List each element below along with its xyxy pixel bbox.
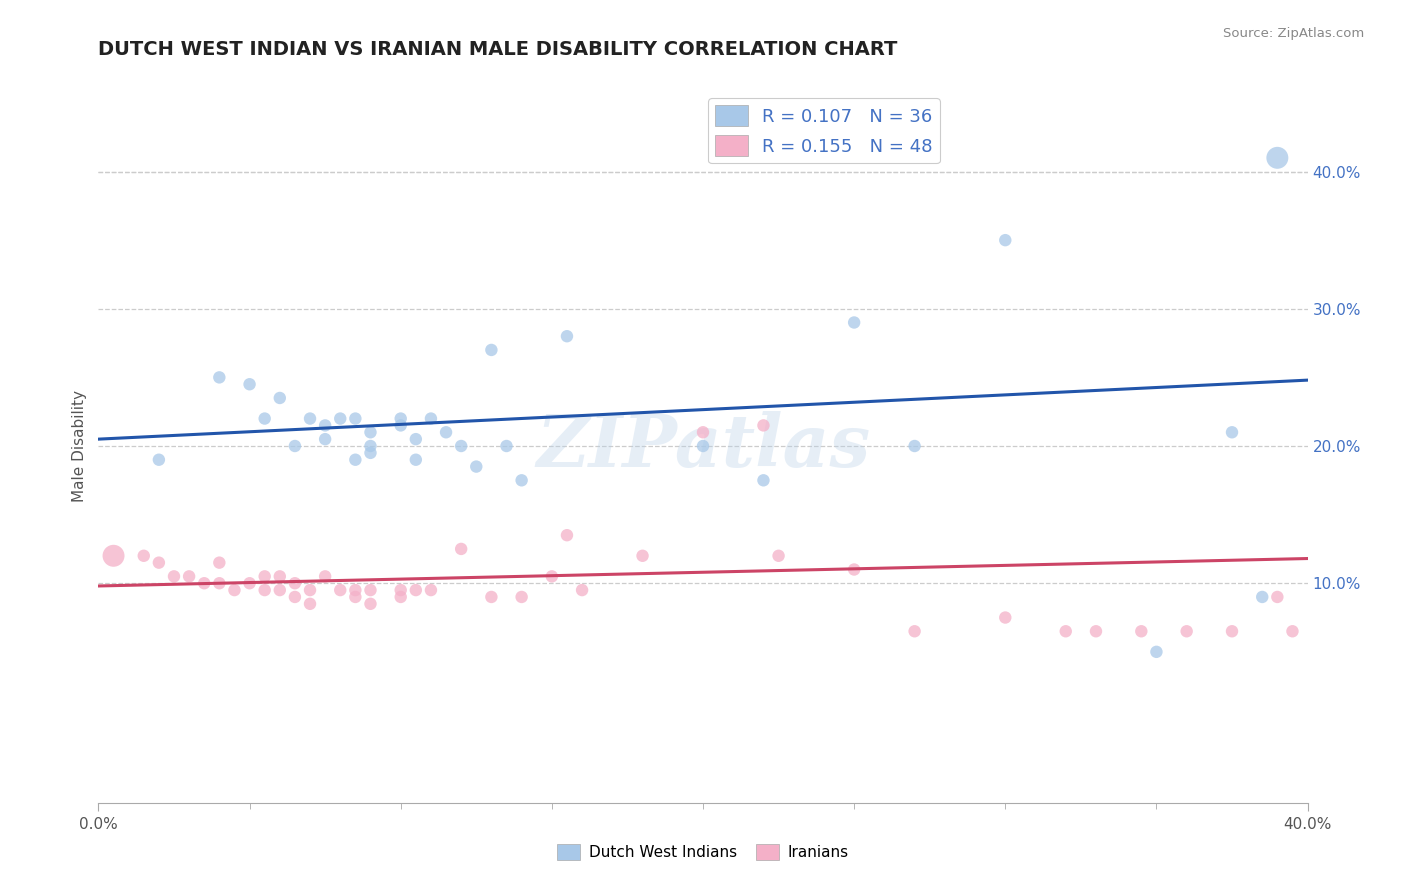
Point [450,541,472,556]
Point [344,583,367,598]
Point [360,597,382,611]
Point [389,411,412,425]
Point [314,418,336,433]
Legend: Dutch West Indians, Iranians: Dutch West Indians, Iranians [551,838,855,866]
Point [420,411,443,425]
Point [481,343,503,357]
Point [163,569,186,583]
Point [360,439,382,453]
Point [510,473,533,487]
Point [434,425,457,440]
Point [344,411,367,425]
Point [253,569,276,583]
Point [224,583,246,598]
Point [329,411,352,425]
Point [540,569,562,583]
Point [481,590,503,604]
Point [208,556,231,570]
Point [1130,624,1153,639]
Point [405,583,427,598]
Point [360,583,382,598]
Point [752,473,775,487]
Point [269,391,291,405]
Point [103,549,125,563]
Point [752,418,775,433]
Point [768,549,790,563]
Point [284,439,307,453]
Point [844,316,866,330]
Text: DUTCH WEST INDIAN VS IRANIAN MALE DISABILITY CORRELATION CHART: DUTCH WEST INDIAN VS IRANIAN MALE DISABI… [98,40,898,59]
Point [179,569,201,583]
Point [299,411,322,425]
Point [360,425,382,440]
Point [284,590,307,604]
Point [571,583,593,598]
Point [269,583,291,598]
Point [1085,624,1108,639]
Point [284,576,307,591]
Point [132,549,155,563]
Point [495,439,517,453]
Point [1281,624,1303,639]
Point [510,590,533,604]
Point [253,583,276,598]
Point [329,583,352,598]
Point [193,576,215,591]
Point [904,439,927,453]
Point [208,370,231,384]
Point [389,418,412,433]
Point [844,562,866,576]
Point [1220,425,1243,440]
Point [692,439,714,453]
Point [208,576,231,591]
Point [299,583,322,598]
Point [253,411,276,425]
Point [389,583,412,598]
Point [405,452,427,467]
Point [1220,624,1243,639]
Point [360,446,382,460]
Point [555,528,578,542]
Y-axis label: Male Disability: Male Disability [72,390,87,502]
Point [405,432,427,446]
Point [904,624,927,639]
Point [344,590,367,604]
Point [1251,590,1274,604]
Point [344,452,367,467]
Point [1144,645,1167,659]
Text: ZIPatlas: ZIPatlas [536,410,870,482]
Point [994,233,1017,247]
Point [450,439,472,453]
Point [631,549,654,563]
Point [269,569,291,583]
Point [299,597,322,611]
Point [1267,151,1289,165]
Point [239,377,262,392]
Point [994,610,1017,624]
Point [148,556,170,570]
Point [314,569,336,583]
Point [1054,624,1077,639]
Point [420,583,443,598]
Point [148,452,170,467]
Point [1175,624,1198,639]
Point [692,425,714,440]
Point [555,329,578,343]
Point [389,590,412,604]
Point [465,459,488,474]
Point [1267,590,1289,604]
Text: Source: ZipAtlas.com: Source: ZipAtlas.com [1223,27,1364,40]
Point [239,576,262,591]
Point [314,432,336,446]
